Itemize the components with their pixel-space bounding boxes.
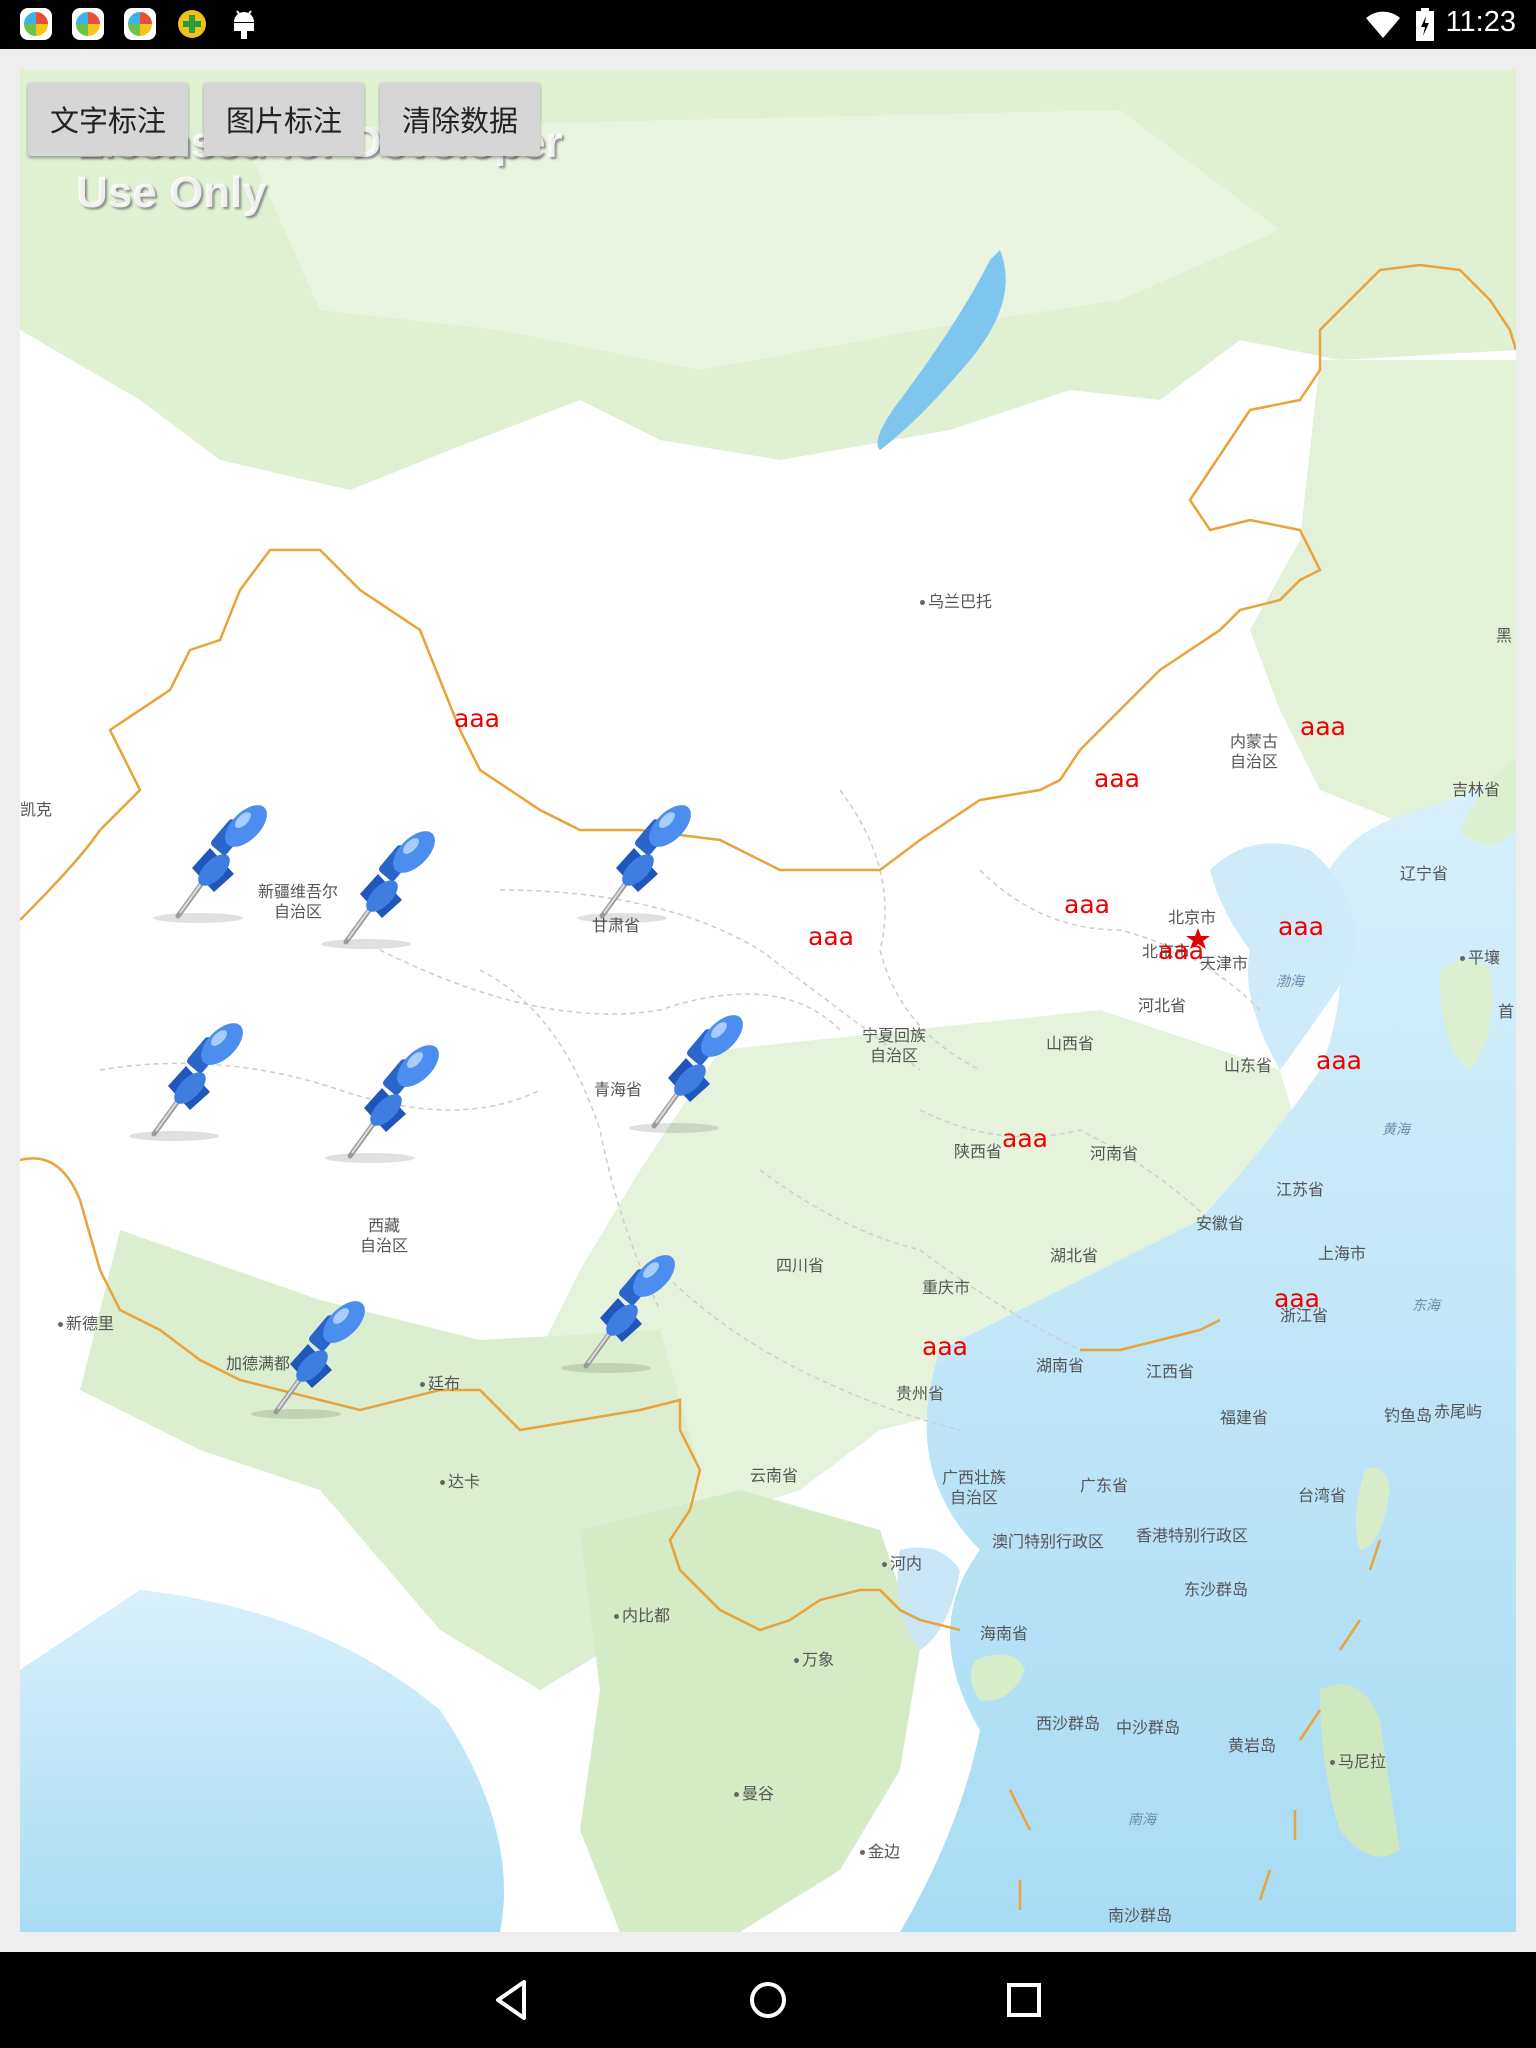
text-marker[interactable]: aaa bbox=[454, 704, 500, 733]
text-marker[interactable]: aaa bbox=[1274, 1284, 1320, 1313]
pushpin-icon[interactable] bbox=[124, 1008, 254, 1148]
place-label: 内蒙古 自治区 bbox=[1230, 732, 1279, 771]
pushpin-icon[interactable] bbox=[624, 1000, 754, 1140]
text-marker[interactable]: aaa bbox=[1158, 936, 1204, 965]
place-label: 北京市 bbox=[1168, 908, 1217, 927]
back-icon[interactable] bbox=[488, 1976, 536, 2024]
text-mark-button[interactable]: 文字标注 bbox=[28, 82, 188, 156]
place-label: 贵州省 bbox=[896, 1384, 945, 1403]
pushpin-icon[interactable] bbox=[556, 1240, 686, 1380]
place-label: 金边 bbox=[860, 1842, 900, 1862]
app-icon-4 bbox=[176, 8, 208, 40]
place-label: 辽宁省 bbox=[1400, 864, 1449, 883]
place-label: 万象 bbox=[794, 1650, 834, 1670]
android-icon bbox=[230, 8, 258, 44]
place-label: 平壤 bbox=[1460, 948, 1500, 968]
place-label: 香港特别行政区 bbox=[1136, 1526, 1249, 1545]
place-label: 广东省 bbox=[1080, 1476, 1129, 1495]
place-label: 廷布 bbox=[420, 1374, 460, 1394]
place-label: 河南省 bbox=[1090, 1144, 1139, 1163]
place-label: 浙江省 bbox=[1280, 1306, 1329, 1325]
place-label: 南沙群岛 bbox=[1108, 1906, 1173, 1925]
navigation-bar bbox=[0, 1952, 1536, 2048]
place-label: 重庆市 bbox=[922, 1278, 971, 1297]
place-label: 山西省 bbox=[1046, 1034, 1095, 1053]
pushpin-icon[interactable] bbox=[316, 816, 446, 956]
wifi-icon bbox=[1365, 10, 1401, 44]
place-label: 黑 bbox=[1496, 626, 1513, 645]
place-label: 内比都 bbox=[614, 1606, 670, 1626]
place-label: 渤海 bbox=[1276, 974, 1304, 990]
place-label: 达卡 bbox=[440, 1472, 480, 1492]
place-label: 新疆维吾尔 自治区 bbox=[258, 882, 339, 921]
place-label: 江西省 bbox=[1146, 1362, 1195, 1381]
watermark-line-2: Use Only bbox=[76, 168, 267, 217]
place-label: 四川省 bbox=[776, 1256, 825, 1275]
app-icon-3 bbox=[124, 8, 156, 40]
clear-data-button[interactable]: 清除数据 bbox=[380, 82, 540, 156]
text-marker[interactable]: aaa bbox=[1002, 1124, 1048, 1153]
place-label: 台湾省 bbox=[1298, 1486, 1347, 1505]
place-label: 甘肃省 bbox=[592, 916, 641, 935]
pushpin-icon[interactable] bbox=[572, 790, 702, 930]
place-label: 青海省 bbox=[594, 1080, 643, 1099]
text-marker[interactable]: aaa bbox=[808, 922, 854, 951]
status-bar: 11:23 bbox=[0, 0, 1536, 49]
text-marker[interactable]: aaa bbox=[1300, 712, 1346, 741]
place-label: 新德里 bbox=[58, 1314, 114, 1334]
text-marker[interactable]: aaa bbox=[1316, 1046, 1362, 1075]
text-marker[interactable]: aaa bbox=[1094, 764, 1140, 793]
place-label: 乌兰巴托 bbox=[920, 592, 992, 612]
place-label: 澳门特别行政区 bbox=[992, 1532, 1105, 1551]
pushpin-icon[interactable] bbox=[246, 1286, 376, 1426]
place-label: 河北省 bbox=[1138, 996, 1187, 1015]
place-label: 黄岩岛 bbox=[1228, 1736, 1277, 1755]
status-time: 11:23 bbox=[1445, 6, 1516, 38]
place-label: 西沙群岛 bbox=[1036, 1714, 1101, 1733]
place-label: 曼谷 bbox=[734, 1784, 774, 1804]
place-label: 广西壮族 自治区 bbox=[942, 1468, 1007, 1507]
place-label: 加德满都 bbox=[226, 1354, 291, 1373]
app-icon-1 bbox=[20, 8, 52, 40]
place-label: 河内 bbox=[882, 1554, 922, 1574]
place-label: 东海 bbox=[1412, 1298, 1440, 1314]
place-label: 安徽省 bbox=[1196, 1214, 1245, 1233]
place-label: 江苏省 bbox=[1276, 1180, 1325, 1199]
text-marker[interactable]: aaa bbox=[922, 1332, 968, 1361]
place-label: 赤尾屿 bbox=[1434, 1402, 1483, 1421]
place-label: 中沙群岛 bbox=[1116, 1718, 1181, 1737]
place-label: 宁夏回族 自治区 bbox=[862, 1026, 927, 1065]
place-label: 北京市 bbox=[1142, 942, 1191, 961]
place-label: 陕西省 bbox=[954, 1142, 1003, 1161]
place-label: 云南省 bbox=[750, 1466, 799, 1485]
place-label: 黄海 bbox=[1382, 1122, 1410, 1138]
map-basemap[interactable] bbox=[20, 70, 1516, 1932]
place-label: 上海市 bbox=[1318, 1244, 1367, 1263]
pushpin-icon[interactable] bbox=[148, 790, 278, 930]
place-label: 西藏 自治区 bbox=[360, 1216, 409, 1255]
place-label: 凯克 bbox=[20, 800, 53, 819]
place-label: 首 bbox=[1498, 1002, 1515, 1021]
place-label: 湖北省 bbox=[1050, 1246, 1099, 1265]
place-label: 吉林省 bbox=[1452, 780, 1501, 799]
app-icon-2 bbox=[72, 8, 104, 40]
place-label: 湖南省 bbox=[1036, 1356, 1085, 1375]
text-marker[interactable]: aaa bbox=[1064, 890, 1110, 919]
text-marker[interactable]: aaa bbox=[1278, 912, 1324, 941]
home-icon[interactable] bbox=[744, 1976, 792, 2024]
place-label: 福建省 bbox=[1220, 1408, 1269, 1427]
place-label: 马尼拉 bbox=[1330, 1752, 1386, 1772]
place-label: 钓鱼岛 bbox=[1384, 1406, 1433, 1425]
place-label: 东沙群岛 bbox=[1184, 1580, 1249, 1599]
pushpin-icon[interactable] bbox=[320, 1030, 450, 1170]
place-label: 山东省 bbox=[1224, 1056, 1273, 1075]
place-label: 天津市 bbox=[1200, 954, 1249, 973]
place-label: 南海 bbox=[1128, 1812, 1156, 1828]
image-mark-button[interactable]: 图片标注 bbox=[204, 82, 364, 156]
recents-icon[interactable] bbox=[1000, 1976, 1048, 2024]
place-label: 海南省 bbox=[980, 1624, 1029, 1643]
map-view[interactable]: Licensed for Developer Use Only 乌兰巴托 内蒙古… bbox=[20, 70, 1516, 1932]
battery-icon bbox=[1415, 8, 1435, 46]
